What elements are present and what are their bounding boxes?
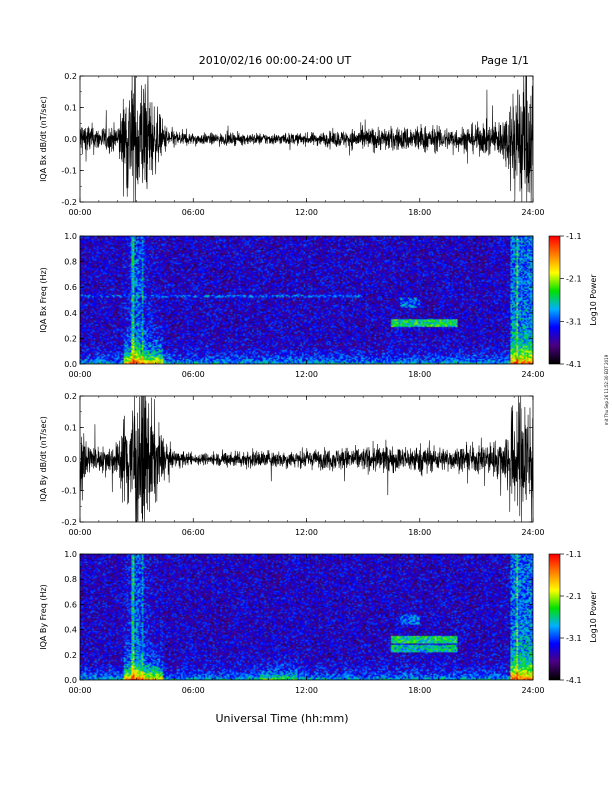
colorbar-tick-label: -1.1 xyxy=(566,232,582,241)
x-tick-label: 06:00 xyxy=(182,370,205,379)
x-tick-label: 00:00 xyxy=(68,528,91,537)
colorbar-tick-label: -4.1 xyxy=(566,676,582,685)
y-tick-label: -0.1 xyxy=(61,167,77,176)
colorbar-tick-label: -4.1 xyxy=(566,360,582,369)
y-tick-label: 0.6 xyxy=(64,600,77,609)
by-freq-ylabel: IQA By Freq (Hz) xyxy=(39,584,48,650)
y-tick-label: 0.0 xyxy=(64,360,77,369)
x-tick-label: 06:00 xyxy=(182,528,205,537)
colorbar-tick-label: -3.1 xyxy=(566,317,582,326)
y-tick-label: 0.4 xyxy=(64,309,77,318)
y-tick-label: 0.8 xyxy=(64,575,77,584)
y-tick-label: 0.0 xyxy=(64,455,77,464)
bx-colorbar-frame xyxy=(548,235,561,365)
bx-dbdt-panel: 0.2 0.1 0.0 -0.1 -0.2 00:00 06:00 12:00 18:00 24… xyxy=(39,72,545,217)
time-axis-label: Universal Time (hh:mm) xyxy=(216,712,349,725)
x-tick-label: 24:00 xyxy=(521,208,544,217)
x-tick-label: 12:00 xyxy=(295,686,318,695)
bx-dbdt-ylabel: IQA Bx dB/dt (nT/sec) xyxy=(39,96,48,182)
by-spectrogram-panel: 1.0 0.8 0.6 0.4 0.2 0.0 00:00 06:00 12:00 18:00 2… xyxy=(39,550,598,695)
by-colorbar-frame xyxy=(548,553,561,681)
x-tick-label: 12:00 xyxy=(295,528,318,537)
x-tick-label: 24:00 xyxy=(521,686,544,695)
x-tick-label: 18:00 xyxy=(408,208,431,217)
y-tick-label: 0.0 xyxy=(64,135,77,144)
x-tick-label: 18:00 xyxy=(408,528,431,537)
side-timestamp: mit Thu Sep 26 11:52:30 EDT 2019 xyxy=(604,354,609,425)
x-tick-label: 00:00 xyxy=(68,370,91,379)
page-number: Page 1/1 xyxy=(481,54,529,67)
y-tick-label: 0.4 xyxy=(64,626,77,635)
page-title: 2010/02/16 00:00-24:00 UT xyxy=(199,54,352,67)
y-tick-label: 1.0 xyxy=(64,232,77,241)
y-tick-label: 0.2 xyxy=(64,651,77,660)
colorbar-tick-label: -3.1 xyxy=(566,634,582,643)
by-dbdt-ylabel: IQA By dB/dt (nT/sec) xyxy=(39,416,48,502)
by-colorbar-label: Log10 Power xyxy=(589,591,598,643)
y-tick-label: -0.1 xyxy=(61,487,77,496)
x-tick-label: 18:00 xyxy=(408,370,431,379)
y-tick-label: 1.0 xyxy=(64,550,77,559)
x-tick-label: 24:00 xyxy=(521,528,544,537)
x-tick-label: 00:00 xyxy=(68,686,91,695)
y-tick-label: 0.8 xyxy=(64,258,77,267)
y-tick-label: 0.6 xyxy=(64,283,77,292)
x-tick-label: 12:00 xyxy=(295,208,318,217)
y-tick-label: 0.1 xyxy=(64,104,77,113)
colorbar-tick-label: -2.1 xyxy=(566,592,582,601)
by-dbdt-trace xyxy=(79,395,534,523)
by-colorbar xyxy=(549,554,560,680)
bx-dbdt-trace xyxy=(79,75,534,203)
bx-colorbar xyxy=(549,236,560,364)
bx-colorbar-label: Log10 Power xyxy=(589,274,598,326)
colorbar-tick-label: -2.1 xyxy=(566,275,582,284)
y-tick-label: 0.2 xyxy=(64,392,77,401)
by-dbdt-panel: 0.2 0.1 0.0 -0.1 -0.2 00:00 06:00 12:00 18:00 24… xyxy=(39,392,545,537)
x-tick-label: 06:00 xyxy=(182,686,205,695)
y-tick-label: 0.2 xyxy=(64,72,77,81)
bx-freq-ylabel: IQA Bx Freq (Hz) xyxy=(39,267,48,333)
y-tick-label: -0.2 xyxy=(61,518,77,527)
y-tick-label: 0.2 xyxy=(64,334,77,343)
x-tick-label: 18:00 xyxy=(408,686,431,695)
x-tick-label: 24:00 xyxy=(521,370,544,379)
bx-spectrogram-panel: 1.0 0.8 0.6 0.4 0.2 0.0 00:00 06:00 12:00 18:00 2… xyxy=(39,232,598,379)
y-tick-label: 0.1 xyxy=(64,424,77,433)
y-tick-label: -0.2 xyxy=(61,198,77,207)
x-tick-label: 12:00 xyxy=(295,370,318,379)
colorbar-tick-label: -1.1 xyxy=(566,550,582,559)
y-tick-label: 0.0 xyxy=(64,676,77,685)
by-spectrogram-image xyxy=(80,554,533,680)
bx-spectrogram-image xyxy=(80,236,533,364)
x-tick-label: 06:00 xyxy=(182,208,205,217)
x-tick-label: 00:00 xyxy=(68,208,91,217)
